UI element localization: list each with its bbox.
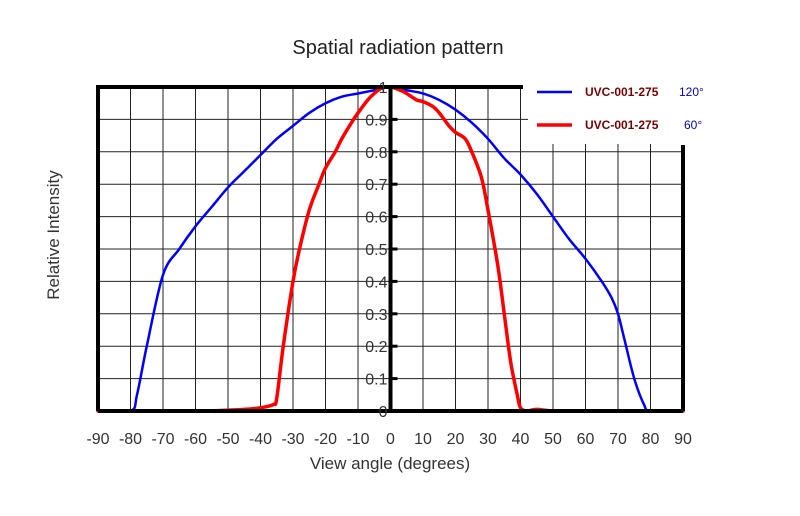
chart-title: Spatial radiation pattern bbox=[292, 37, 503, 59]
x-tick-label: 60 bbox=[577, 431, 595, 448]
series-line-1 bbox=[96, 85, 685, 413]
x-tick-label: -40 bbox=[249, 431, 272, 448]
y-tick-label: 0.8 bbox=[365, 145, 387, 162]
x-tick-label: 80 bbox=[642, 431, 660, 448]
x-tick-label: 30 bbox=[479, 431, 497, 448]
x-tick-label: -30 bbox=[281, 431, 304, 448]
x-tick-label: -80 bbox=[119, 431, 142, 448]
y-tick-label: 0.1 bbox=[365, 372, 387, 389]
y-tick-label: 0 bbox=[379, 404, 388, 421]
x-tick-label: 20 bbox=[447, 431, 465, 448]
x-tick-label: 70 bbox=[609, 431, 627, 448]
x-tick-label: 90 bbox=[674, 431, 692, 448]
x-tick-label: -60 bbox=[184, 431, 207, 448]
x-tick-label: 0 bbox=[386, 431, 395, 448]
y-tick-label: 1 bbox=[379, 80, 388, 97]
plot-frame bbox=[96, 85, 685, 413]
x-tick-label: -90 bbox=[86, 431, 109, 448]
legend-name-1: UVC-001-275 bbox=[585, 85, 659, 99]
y-tick-label: 0.7 bbox=[365, 177, 387, 194]
x-tick-label: 40 bbox=[512, 431, 530, 448]
x-axis-label: View angle (degrees) bbox=[310, 454, 470, 473]
legend-angle-1: 120° bbox=[679, 85, 704, 99]
legend: UVC-001-275 120° UVC-001-275 60° bbox=[528, 76, 704, 144]
x-tick-label: 10 bbox=[414, 431, 432, 448]
legend-angle-2: 60° bbox=[684, 118, 702, 132]
x-tick-label: 50 bbox=[544, 431, 562, 448]
y-tick-label: 0.3 bbox=[365, 307, 387, 324]
series-layer bbox=[96, 85, 685, 413]
x-tick-label: -50 bbox=[216, 431, 239, 448]
x-tick-label: -10 bbox=[346, 431, 369, 448]
series-line-2 bbox=[96, 85, 685, 413]
x-tick-label: -70 bbox=[151, 431, 174, 448]
y-tick-label: 0.4 bbox=[365, 274, 387, 291]
tick-labels: -90 -80 -70 -60 -50 -40 -30 -20 -10 0 10 20 30 40 50 60… bbox=[86, 80, 692, 448]
x-tick-label: -20 bbox=[314, 431, 337, 448]
y-tick-label: 0.5 bbox=[365, 242, 387, 259]
y-tick-label: 0.2 bbox=[365, 339, 387, 356]
legend-name-2: UVC-001-275 bbox=[585, 118, 659, 132]
y-axis-label: Relative Intensity bbox=[44, 170, 63, 300]
y-tick-label: 0.9 bbox=[365, 112, 387, 129]
y-tick-label: 0.6 bbox=[365, 210, 387, 227]
legend-box bbox=[528, 76, 700, 144]
